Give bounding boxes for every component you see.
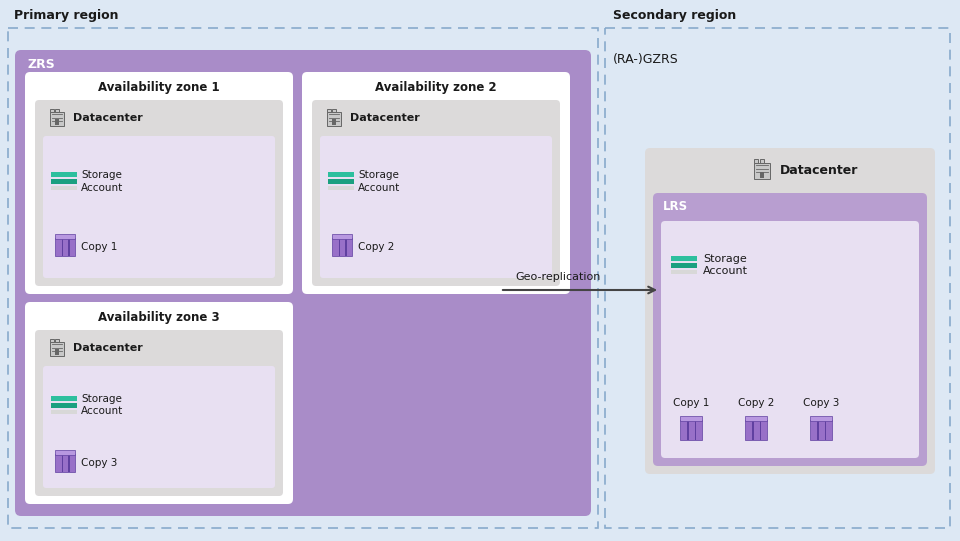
FancyBboxPatch shape	[43, 136, 275, 278]
Bar	[68, 238, 70, 256]
FancyBboxPatch shape	[653, 193, 927, 466]
Bar	[760, 159, 764, 163]
Text: Storage
Account: Storage Account	[81, 394, 123, 416]
Bar	[745, 420, 767, 440]
Bar	[332, 120, 336, 125]
Bar	[55, 234, 75, 239]
Text: Storage
Account: Storage Account	[703, 254, 748, 276]
Text: Secondary region: Secondary region	[613, 10, 736, 23]
Text: Datacenter: Datacenter	[73, 343, 143, 353]
Bar	[51, 410, 77, 413]
Bar	[346, 238, 347, 256]
FancyBboxPatch shape	[43, 366, 275, 488]
Text: Copy 1: Copy 1	[81, 242, 117, 252]
Bar	[61, 454, 63, 472]
Text: ZRS: ZRS	[27, 58, 55, 71]
Bar	[327, 109, 330, 112]
Bar	[680, 416, 702, 421]
Text: Primary region: Primary region	[14, 10, 118, 23]
Bar	[51, 172, 77, 177]
Bar	[332, 234, 352, 239]
Bar	[332, 238, 352, 256]
Bar	[55, 454, 75, 472]
Text: Copy 2: Copy 2	[358, 242, 395, 252]
Bar	[55, 450, 75, 455]
Bar	[671, 269, 697, 274]
Bar	[695, 420, 696, 440]
Bar	[50, 342, 64, 356]
Bar	[810, 416, 832, 421]
Bar	[328, 172, 354, 177]
Bar	[759, 420, 761, 440]
Text: Datacenter: Datacenter	[350, 113, 420, 123]
FancyBboxPatch shape	[320, 136, 552, 278]
Bar	[754, 163, 770, 179]
Bar	[327, 112, 341, 126]
Bar	[825, 420, 827, 440]
Text: Datacenter: Datacenter	[780, 163, 858, 176]
Text: Datacenter: Datacenter	[73, 113, 143, 123]
Text: Geo-replication: Geo-replication	[515, 272, 600, 282]
FancyBboxPatch shape	[25, 72, 293, 294]
Bar	[50, 339, 54, 342]
Bar	[50, 112, 64, 126]
Bar	[50, 109, 54, 112]
Bar	[51, 395, 77, 400]
Bar	[56, 109, 59, 112]
Text: Copy 2: Copy 2	[738, 398, 774, 408]
Text: LRS: LRS	[663, 201, 688, 214]
Bar	[61, 238, 63, 256]
Bar	[328, 186, 354, 190]
FancyBboxPatch shape	[35, 330, 283, 496]
Bar	[745, 416, 767, 421]
Bar	[687, 420, 689, 440]
Text: Copy 1: Copy 1	[673, 398, 709, 408]
FancyBboxPatch shape	[312, 100, 560, 286]
Text: Availability zone 1: Availability zone 1	[98, 82, 220, 95]
Bar	[51, 179, 77, 184]
Bar	[759, 171, 764, 178]
FancyBboxPatch shape	[302, 72, 570, 294]
Bar	[55, 238, 75, 256]
Text: Storage
Account: Storage Account	[81, 170, 123, 193]
Bar	[56, 339, 59, 342]
FancyBboxPatch shape	[25, 302, 293, 504]
Bar	[671, 262, 697, 267]
Bar	[680, 420, 702, 440]
FancyBboxPatch shape	[645, 148, 935, 474]
Bar	[55, 120, 60, 125]
Bar	[8, 28, 598, 528]
Text: Copy 3: Copy 3	[81, 458, 117, 468]
Text: Availability zone 2: Availability zone 2	[375, 82, 497, 95]
Bar	[51, 403, 77, 407]
Bar	[51, 186, 77, 190]
Bar	[605, 28, 950, 528]
Text: Copy 3: Copy 3	[803, 398, 839, 408]
FancyBboxPatch shape	[661, 221, 919, 458]
Bar	[339, 238, 340, 256]
Bar	[332, 109, 336, 112]
FancyBboxPatch shape	[35, 100, 283, 286]
Bar	[671, 255, 697, 261]
Bar	[55, 349, 60, 355]
Bar	[328, 179, 354, 184]
Bar	[754, 159, 758, 163]
Text: (RA-)GZRS: (RA-)GZRS	[613, 54, 679, 67]
Text: Storage
Account: Storage Account	[358, 170, 400, 193]
Text: Availability zone 3: Availability zone 3	[98, 312, 220, 325]
FancyBboxPatch shape	[15, 50, 591, 516]
Bar	[68, 454, 70, 472]
Bar	[810, 420, 832, 440]
Bar	[817, 420, 819, 440]
Bar	[753, 420, 754, 440]
